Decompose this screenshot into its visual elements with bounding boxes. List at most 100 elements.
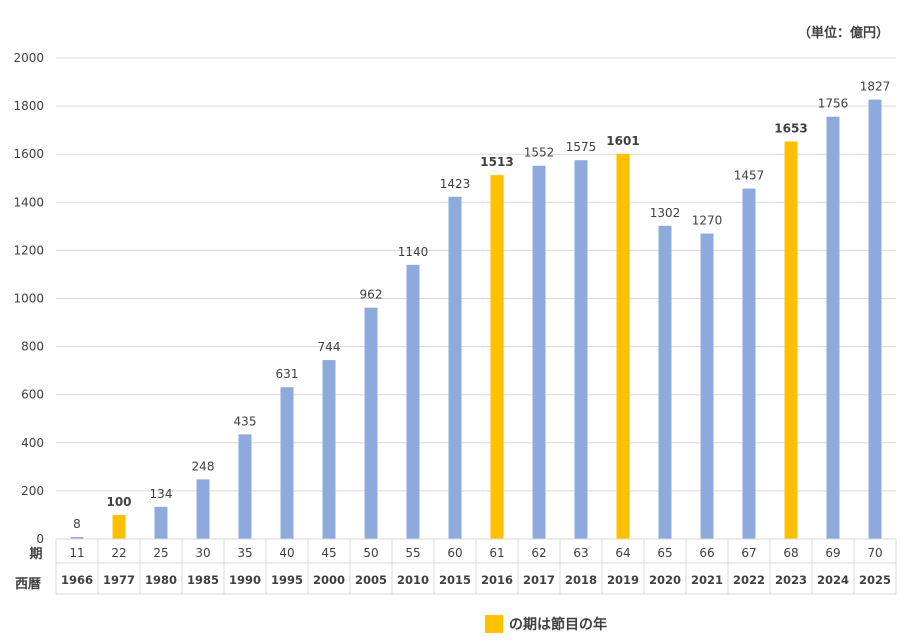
x-tick-year: 2020 — [649, 573, 681, 587]
x-tick-year: 2023 — [775, 573, 807, 587]
data-label: 631 — [276, 367, 299, 381]
bar — [406, 264, 420, 539]
x-tick-year: 1980 — [145, 573, 177, 587]
data-label: 435 — [234, 414, 257, 428]
data-label: 962 — [360, 288, 383, 302]
y-tick-label: 800 — [21, 340, 44, 354]
x-tick-year: 2016 — [481, 573, 513, 587]
legend-label: の期は節目の年 — [509, 617, 607, 633]
data-label: 1552 — [524, 146, 555, 160]
bar-highlighted — [616, 153, 630, 539]
row-label-year: 西暦 — [15, 577, 41, 592]
data-label: 1423 — [440, 177, 471, 191]
bar — [700, 233, 714, 539]
data-label: 1756 — [818, 97, 849, 111]
legend-swatch-highlight — [485, 615, 503, 633]
x-tick-year: 1990 — [229, 573, 261, 587]
y-tick-label: 600 — [21, 388, 44, 402]
x-tick-period: 61 — [489, 546, 504, 560]
y-tick-label: 1600 — [13, 147, 44, 161]
bar — [658, 225, 672, 539]
data-labels: 8 100 134 248 435 631 744 962 1140 1423 1513 1552 15… — [73, 80, 890, 531]
x-tick-period: 35 — [237, 546, 252, 560]
y-tick-label: 1000 — [13, 292, 44, 306]
data-label: 1653 — [774, 121, 807, 135]
y-tick-label: 1200 — [13, 243, 44, 257]
x-tick-period: 55 — [405, 546, 420, 560]
x-tick-year: 1995 — [271, 573, 303, 587]
bar-highlighted — [112, 514, 126, 539]
x-tick-period: 66 — [699, 546, 714, 560]
bar — [364, 307, 378, 539]
x-tick-year: 2017 — [523, 573, 555, 587]
data-label: 248 — [192, 459, 215, 473]
bar-highlighted — [490, 175, 504, 539]
data-label: 1302 — [650, 206, 681, 220]
x-tick-year: 2021 — [691, 573, 723, 587]
x-tick-year: 2024 — [817, 573, 849, 587]
bars — [70, 99, 882, 540]
bar — [238, 434, 252, 539]
x-tick-period: 45 — [321, 546, 336, 560]
x-tick-period: 25 — [153, 546, 168, 560]
data-label: 1575 — [566, 140, 597, 154]
x-tick-year: 2022 — [733, 573, 765, 587]
data-label: 1601 — [606, 134, 639, 148]
y-axis: 0 200 400 600 800 1000 1200 1400 1600 1800 2000 — [13, 51, 44, 546]
y-tick-label: 400 — [21, 436, 44, 450]
legend: の期は節目の年 — [485, 614, 607, 634]
y-tick-label: 2000 — [13, 51, 44, 65]
x-axis-table: 期西暦 11 22 25 30 35 40 45 50 55 60 61 62 63 64 65 66 67 68 6… — [15, 538, 897, 595]
x-tick-year: 2018 — [565, 573, 597, 587]
x-tick-year: 1977 — [103, 573, 135, 587]
data-label: 744 — [318, 340, 341, 354]
x-tick-year: 1985 — [187, 573, 219, 587]
bar — [448, 196, 462, 539]
data-label: 1270 — [692, 214, 723, 228]
grid-lines — [56, 57, 896, 540]
y-tick-label: 0 — [36, 532, 44, 546]
x-tick-year: 2025 — [859, 573, 891, 587]
x-tick-period: 22 — [111, 546, 126, 560]
bar — [826, 116, 840, 539]
x-tick-year: 2010 — [397, 573, 429, 587]
data-label: 1827 — [860, 80, 891, 94]
x-tick-year: 2015 — [439, 573, 471, 587]
data-label: 8 — [73, 517, 81, 531]
bar-highlighted — [784, 141, 798, 540]
data-label: 134 — [150, 487, 173, 501]
x-tick-year: 1966 — [61, 573, 93, 587]
y-tick-label: 1800 — [13, 99, 44, 113]
x-tick-period: 50 — [363, 546, 378, 560]
x-tick-period: 62 — [531, 546, 546, 560]
unit-label: （単位：億円） — [797, 26, 889, 41]
x-tick-period: 63 — [573, 546, 588, 560]
data-label: 1457 — [734, 169, 765, 183]
y-tick-label: 200 — [21, 484, 44, 498]
x-tick-period: 11 — [69, 546, 84, 560]
row-label-period: 期 — [29, 547, 42, 562]
bar — [280, 387, 294, 539]
data-label: 1513 — [480, 155, 513, 169]
x-tick-period: 69 — [825, 546, 840, 560]
x-tick-period: 40 — [279, 546, 294, 560]
data-label: 100 — [106, 495, 131, 509]
x-tick-year: 2019 — [607, 573, 639, 587]
bar — [154, 506, 168, 539]
bar — [70, 537, 84, 539]
bar — [322, 360, 336, 539]
x-tick-period: 68 — [783, 546, 798, 560]
y-tick-label: 1400 — [13, 195, 44, 209]
bar — [532, 165, 546, 539]
x-tick-year: 2000 — [313, 573, 345, 587]
x-tick-year: 2005 — [355, 573, 387, 587]
bar — [868, 99, 882, 539]
x-tick-period: 64 — [615, 546, 630, 560]
x-tick-period: 30 — [195, 546, 210, 560]
data-label: 1140 — [398, 245, 429, 259]
bar — [742, 188, 756, 540]
x-tick-period: 67 — [741, 546, 756, 560]
x-tick-period: 60 — [447, 546, 462, 560]
bar — [574, 160, 588, 539]
